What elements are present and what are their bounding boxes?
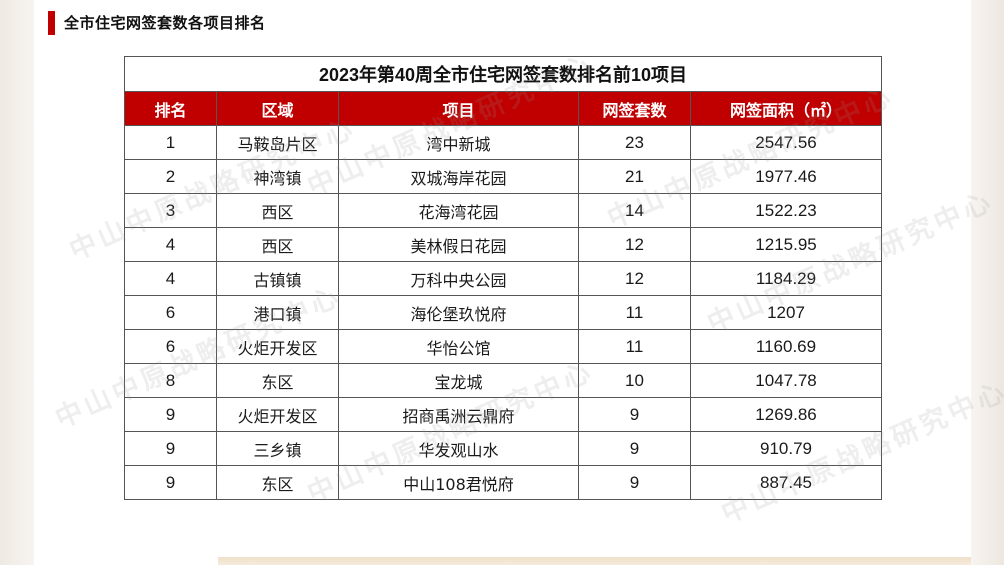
- table-header-row: 排名 区域 项目 网签套数 网签面积（㎡）: [124, 91, 883, 126]
- units-cell: 9: [578, 397, 691, 432]
- area-cell: 887.45: [689, 465, 883, 500]
- area-cell: 1047.78: [689, 363, 883, 398]
- project-cell: 中山108君悦府: [338, 465, 579, 500]
- table-body: 1 马鞍岛片区 湾中新城 23 2547.56 2 神湾镇 双城海岸花园 21 1977.46 3 西…: [124, 125, 883, 500]
- project-cell: 湾中新城: [338, 125, 579, 160]
- units-cell: 23: [578, 125, 691, 160]
- ranking-table: 2023年第40周全市住宅网签套数排名前10项目 排名 区域 项目 网签套数 网…: [123, 56, 883, 500]
- project-cell: 万科中央公园: [338, 261, 579, 296]
- district-cell: 神湾镇: [216, 159, 339, 194]
- table-row: 6 港口镇 海伦堡玖悦府 11 1207: [124, 295, 883, 330]
- units-cell: 11: [578, 295, 691, 330]
- rank-cell: 9: [124, 431, 217, 466]
- units-cell: 12: [578, 261, 691, 296]
- units-cell: 9: [578, 465, 691, 500]
- district-cell: 火炬开发区: [216, 397, 339, 432]
- table-row: 9 东区 中山108君悦府 9 887.45: [124, 465, 883, 500]
- units-cell: 11: [578, 329, 691, 364]
- rank-cell: 8: [124, 363, 217, 398]
- header-units: 网签套数: [578, 91, 691, 126]
- project-cell: 华怡公馆: [338, 329, 579, 364]
- table-row: 3 西区 花海湾花园 14 1522.23: [124, 193, 883, 228]
- rank-cell: 1: [124, 125, 217, 160]
- district-cell: 古镇镇: [216, 261, 339, 296]
- area-cell: 2547.56: [689, 125, 883, 160]
- area-cell: 1160.69: [689, 329, 883, 364]
- district-cell: 西区: [216, 227, 339, 262]
- district-cell: 东区: [216, 363, 339, 398]
- units-cell: 10: [578, 363, 691, 398]
- rank-cell: 4: [124, 261, 217, 296]
- project-cell: 花海湾花园: [338, 193, 579, 228]
- project-cell: 美林假日花园: [338, 227, 579, 262]
- table-row: 4 西区 美林假日花园 12 1215.95: [124, 227, 883, 262]
- table-row: 6 火炬开发区 华怡公馆 11 1160.69: [124, 329, 883, 364]
- header-project: 项目: [338, 91, 579, 126]
- area-cell: 1269.86: [689, 397, 883, 432]
- area-cell: 1977.46: [689, 159, 883, 194]
- section-title-marker: [48, 11, 55, 35]
- header-rank: 排名: [124, 91, 217, 126]
- rank-cell: 9: [124, 465, 217, 500]
- district-cell: 港口镇: [216, 295, 339, 330]
- table-row: 9 火炬开发区 招商禹洲云鼎府 9 1269.86: [124, 397, 883, 432]
- project-cell: 海伦堡玖悦府: [338, 295, 579, 330]
- district-cell: 三乡镇: [216, 431, 339, 466]
- rank-cell: 6: [124, 295, 217, 330]
- section-title: 全市住宅网签套数各项目排名: [64, 14, 266, 32]
- project-cell: 华发观山水: [338, 431, 579, 466]
- units-cell: 9: [578, 431, 691, 466]
- table-row: 4 古镇镇 万科中央公园 12 1184.29: [124, 261, 883, 296]
- rank-cell: 6: [124, 329, 217, 364]
- district-cell: 东区: [216, 465, 339, 500]
- table-caption: 2023年第40周全市住宅网签套数排名前10项目: [123, 56, 883, 92]
- left-margin: [0, 0, 34, 565]
- area-cell: 1522.23: [689, 193, 883, 228]
- units-cell: 12: [578, 227, 691, 262]
- right-margin: [971, 0, 1004, 565]
- rank-cell: 9: [124, 397, 217, 432]
- bottom-decoration: [218, 557, 971, 565]
- district-cell: 火炬开发区: [216, 329, 339, 364]
- table-row: 9 三乡镇 华发观山水 9 910.79: [124, 431, 883, 466]
- project-cell: 双城海岸花园: [338, 159, 579, 194]
- district-cell: 马鞍岛片区: [216, 125, 339, 160]
- area-cell: 1215.95: [689, 227, 883, 262]
- area-cell: 1207: [689, 295, 883, 330]
- header-area: 网签面积（㎡）: [689, 91, 883, 126]
- table-row: 8 东区 宝龙城 10 1047.78: [124, 363, 883, 398]
